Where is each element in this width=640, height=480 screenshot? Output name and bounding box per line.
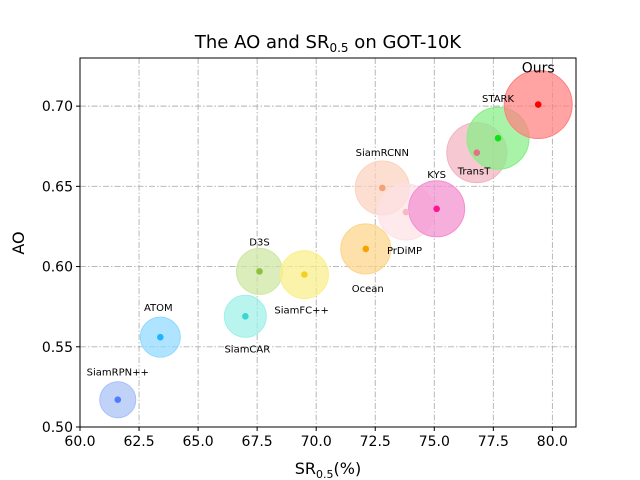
label-siamrpn: SiamRPN++	[87, 368, 149, 379]
x-tick-label: 80.0	[537, 434, 568, 450]
point-kys	[433, 205, 440, 213]
label-kys: KYS	[427, 170, 446, 181]
chart-title: The AO and SR0.5 on GOT-10K	[194, 32, 462, 55]
point-d3s	[256, 268, 263, 275]
label-ocean: Ocean	[352, 284, 384, 295]
label-transt: TransT	[457, 167, 491, 178]
x-tick-label: 67.5	[242, 434, 273, 450]
x-axis-title: SR0.5(%)	[295, 459, 361, 480]
label-siamcar: SiamCAR	[224, 344, 270, 355]
label-stark: STARK	[482, 94, 514, 105]
point-atom	[157, 333, 164, 341]
y-tick-label: 0.55	[42, 340, 73, 356]
label-prdimp: PrDiMP	[387, 246, 422, 257]
x-tick-label: 62.5	[123, 434, 154, 450]
label-atom: ATOM	[144, 303, 173, 314]
point-ours	[534, 101, 542, 108]
point-siamrpn	[114, 396, 122, 404]
plot-area-frame	[79, 57, 577, 428]
label-siamrcnn: SiamRCNN	[356, 148, 409, 159]
x-tick-label: 77.5	[478, 434, 509, 450]
label-d3s: D3S	[249, 237, 269, 248]
point-ocean	[362, 245, 370, 253]
x-tick-label: 70.0	[301, 434, 332, 450]
y-tick-label: 0.70	[42, 99, 73, 115]
x-axis-ticks: 60.0 62.5 65.0 67.5 70.0 72.5 75.0 77.5 80.0	[64, 427, 568, 450]
point-stark	[494, 134, 502, 142]
y-tick-label: 0.50	[42, 420, 73, 436]
point-siamcar	[242, 313, 249, 320]
point-prdimp	[402, 208, 410, 216]
y-axis-ticks: 0.50 0.55 0.60 0.65 0.70	[42, 99, 80, 436]
x-tick-label: 75.0	[419, 434, 450, 450]
point-markers	[114, 101, 542, 404]
x-tick-label: 72.5	[360, 434, 391, 450]
point-transt	[473, 149, 481, 156]
bubble-layer	[99, 70, 573, 419]
x-tick-label: 60.0	[64, 434, 95, 450]
point-siamrcnn	[379, 184, 386, 192]
label-ours: Ours	[522, 61, 555, 77]
y-tick-label: 0.65	[42, 179, 73, 195]
label-siamfc: SiamFC++	[274, 306, 329, 317]
point-labels: SiamRPN++ ATOM SiamCAR D3S SiamFC++ Ocean Siam…	[87, 61, 555, 379]
x-tick-label: 65.0	[183, 434, 214, 450]
y-axis-title: AO	[9, 231, 28, 254]
y-tick-label: 0.60	[42, 260, 73, 276]
point-siamfc	[301, 271, 308, 278]
